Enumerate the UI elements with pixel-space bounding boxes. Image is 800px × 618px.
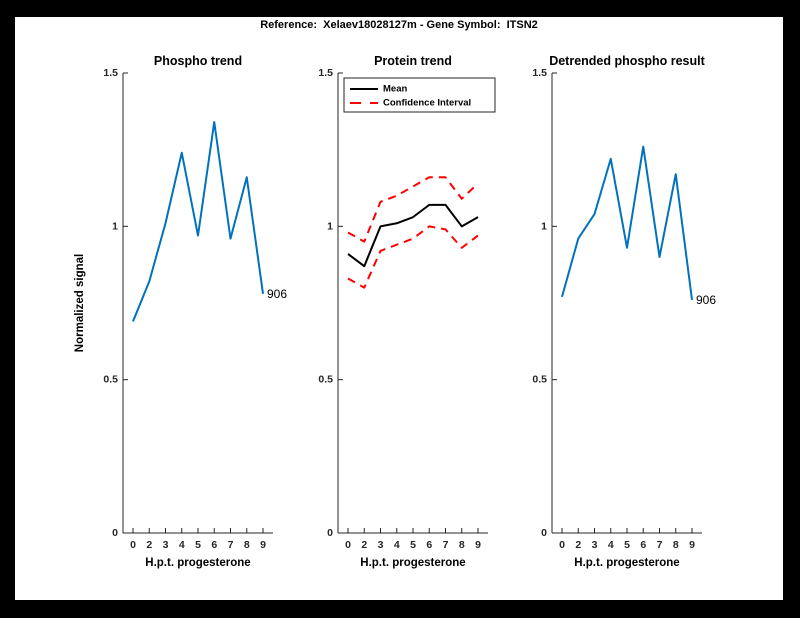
chart-title: Detrended phospho result: [549, 54, 705, 68]
y-tick-label: 1.5: [532, 67, 547, 79]
x-tick-label: 4: [179, 539, 185, 551]
y-tick-label: 1: [327, 220, 333, 232]
x-tick-label: 2: [146, 539, 152, 551]
series-detrended-phospho: [561, 145, 693, 301]
x-tick-label: 9: [689, 539, 695, 551]
x-tick-label: 5: [624, 539, 630, 551]
y-tick-label: 1: [112, 220, 118, 232]
x-tick-label: 2: [575, 539, 581, 551]
legend: Mean Confidence Interval: [343, 77, 496, 113]
y-tick-label: 1.5: [318, 67, 333, 79]
subplot-protein-trend: 0 0.5 1 1.5 0 2 3 4 5 6 7 8 9 Protein trend H.p.t. pro…: [288, 47, 513, 592]
x-tick-label: 2: [361, 539, 367, 551]
legend-box: [343, 77, 496, 113]
x-tick-label: 0: [130, 539, 136, 551]
x-tick-label: 7: [443, 539, 449, 551]
series-end-label: 906: [696, 293, 716, 307]
x-tick-label: 8: [244, 539, 250, 551]
x-tick-label: 9: [475, 539, 481, 551]
x-tick-label: 9: [260, 539, 266, 551]
y-tick-label: 1.5: [103, 67, 118, 79]
subplot-phospho-trend: 0 0.5 1 1.5 0 2 3 4 5 6 7 8 9 Phospho trend H.p.t. pro…: [73, 47, 298, 592]
x-axis-label: H.p.t. progesterone: [574, 557, 679, 569]
y-tick-label: 0: [112, 527, 118, 539]
x-tick-label: 6: [211, 539, 217, 551]
figure-canvas: Reference: Xelaev18028127m - Gene Symbol…: [15, 17, 783, 600]
legend-label: Mean: [383, 84, 407, 95]
legend-label: Confidence Interval: [383, 98, 471, 109]
x-tick-label: 7: [657, 539, 663, 551]
series-phospho-trend: [132, 121, 264, 322]
y-tick-label: 0: [541, 527, 547, 539]
y-tick-label: 0.5: [103, 374, 118, 386]
x-axis-label: H.p.t. progesterone: [360, 557, 465, 569]
series-ci-lower: [347, 225, 479, 289]
x-tick-label: 0: [559, 539, 565, 551]
subplot-detrended-phospho: 0 0.5 1 1.5 0 2 3 4 5 6 7 8 9 Detrended phospho resul…: [502, 47, 727, 592]
series-ci-upper: [347, 176, 479, 243]
x-tick-label: 6: [426, 539, 432, 551]
x-tick-label: 5: [195, 539, 201, 551]
x-tick-label: 4: [394, 539, 400, 551]
series-mean: [347, 203, 479, 268]
y-tick-label: 0.5: [532, 374, 547, 386]
y-tick-label: 1: [541, 220, 547, 232]
chart-title: Protein trend: [374, 54, 452, 68]
series-end-label: 906: [267, 287, 287, 301]
x-tick-label: 6: [640, 539, 646, 551]
x-tick-label: 3: [378, 539, 384, 551]
x-tick-label: 8: [459, 539, 465, 551]
y-axis-label: Normalized signal: [74, 254, 86, 352]
x-tick-label: 4: [608, 539, 614, 551]
y-tick-label: 0: [327, 527, 333, 539]
x-tick-label: 7: [228, 539, 234, 551]
chart-title: Phospho trend: [154, 54, 242, 68]
x-tick-label: 8: [673, 539, 679, 551]
x-axis-label: H.p.t. progesterone: [145, 557, 250, 569]
x-tick-label: 3: [163, 539, 169, 551]
x-tick-label: 5: [410, 539, 416, 551]
x-tick-label: 0: [345, 539, 351, 551]
figure-title: Reference: Xelaev18028127m - Gene Symbol…: [260, 19, 538, 31]
y-tick-label: 0.5: [318, 374, 333, 386]
x-tick-label: 3: [592, 539, 598, 551]
